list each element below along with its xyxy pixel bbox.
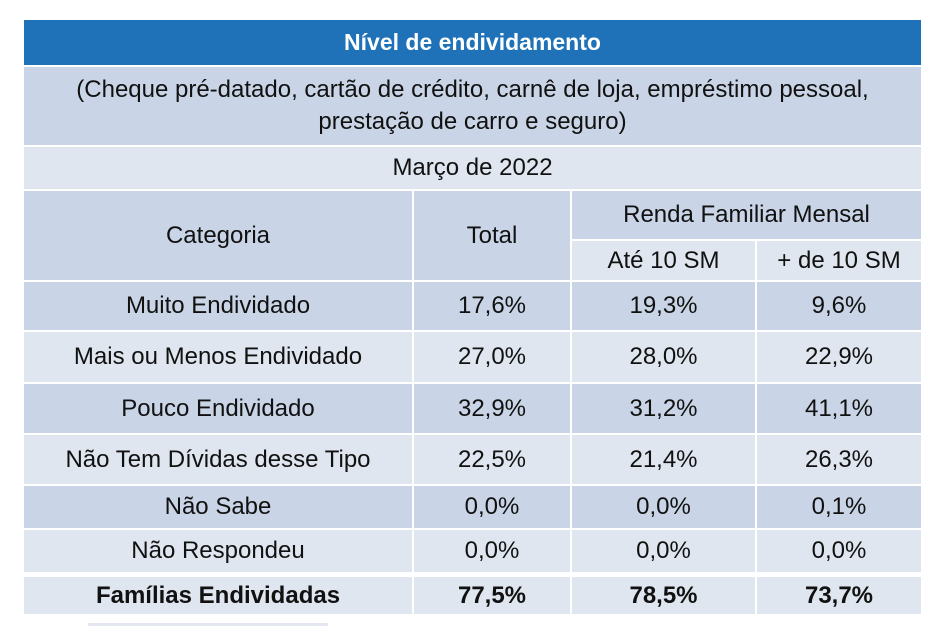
header-over-10-sm: + de 10 SM — [757, 241, 921, 280]
cell-over-10: 41,1% — [757, 384, 921, 433]
cell-total: 22,5% — [414, 435, 570, 484]
subtitle-line-1: (Cheque pré-datado, cartão de crédito, c… — [76, 75, 869, 103]
total-cell-category: Famílias Endividadas — [24, 577, 412, 614]
total-cell-total: 77,5% — [414, 577, 570, 614]
cell-category: Mais ou Menos Endividado — [24, 332, 412, 382]
cell-category: Não Sabe — [24, 486, 412, 528]
cell-up-to-10: 21,4% — [572, 435, 755, 484]
table-title: Nível de endividamento — [24, 20, 921, 65]
cell-category: Não Respondeu — [24, 530, 412, 572]
header-total: Total — [414, 191, 570, 280]
header-up-to-10-sm: Até 10 SM — [572, 241, 755, 280]
cell-up-to-10: 0,0% — [572, 486, 755, 528]
cell-over-10: 0,0% — [757, 530, 921, 572]
cell-over-10: 26,3% — [757, 435, 921, 484]
header-income-group: Renda Familiar Mensal — [572, 191, 921, 239]
header-category: Categoria — [24, 191, 412, 280]
table-period: Março de 2022 — [24, 147, 921, 189]
divider-line — [88, 623, 328, 626]
cell-total: 0,0% — [414, 530, 570, 572]
cell-over-10: 22,9% — [757, 332, 921, 382]
cell-total: 27,0% — [414, 332, 570, 382]
cell-up-to-10: 31,2% — [572, 384, 755, 433]
cell-up-to-10: 19,3% — [572, 282, 755, 330]
cell-category: Pouco Endividado — [24, 384, 412, 433]
subtitle-line-2: prestação de carro e seguro) — [318, 108, 627, 135]
cell-up-to-10: 0,0% — [572, 530, 755, 572]
cell-over-10: 0,1% — [757, 486, 921, 528]
total-cell-up-to-10: 78,5% — [572, 577, 755, 614]
cell-total: 0,0% — [414, 486, 570, 528]
cell-category: Muito Endividado — [24, 282, 412, 330]
cell-over-10: 9,6% — [757, 282, 921, 330]
total-cell-over-10: 73,7% — [757, 577, 921, 614]
cell-up-to-10: 28,0% — [572, 332, 755, 382]
cell-category: Não Tem Dívidas desse Tipo — [24, 435, 412, 484]
table-subtitle: (Cheque pré-datado, cartão de crédito, c… — [24, 67, 921, 145]
cell-total: 17,6% — [414, 282, 570, 330]
cell-total: 32,9% — [414, 384, 570, 433]
